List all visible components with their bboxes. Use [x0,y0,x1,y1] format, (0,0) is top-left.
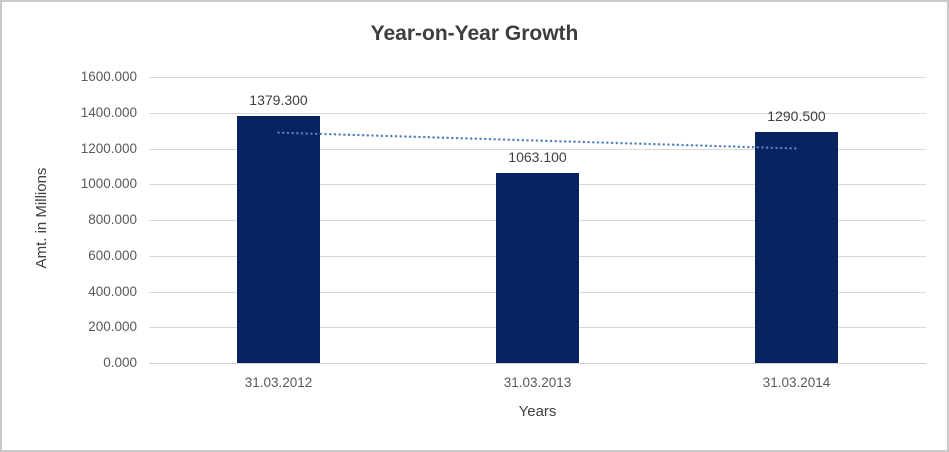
bar-value-label: 1379.300 [249,92,308,109]
gridline [149,113,926,114]
chart-title: Year-on-Year Growth [370,22,579,45]
bar-value-label: 1290.500 [767,108,826,125]
y-axis-tick-label: 1000.000 [80,176,137,191]
y-axis-tick-label: 1600.000 [80,69,137,84]
y-axis-tick-label: 1200.000 [80,141,137,156]
x-axis-tick-label: 31.03.2014 [762,375,831,390]
x-axis-tick-label: 31.03.2012 [244,375,313,390]
bar-value-label: 1063.100 [508,148,567,165]
x-axis-tick-label: 31.03.2013 [503,375,572,390]
y-axis-tick-label: 600.000 [88,248,137,263]
y-axis-tick-label: 1400.000 [80,105,137,120]
y-axis-tick-label: 200.000 [88,319,137,334]
y-axis-tick-label: 400.000 [88,284,137,299]
bar [237,116,320,363]
bar [496,172,579,363]
x-axis-title: Years [518,403,557,420]
gridline [149,77,926,78]
y-axis-tick-label: 0.000 [103,355,137,370]
bar [755,132,838,363]
y-axis-tick-label: 800.000 [88,212,137,227]
x-axis-line [149,363,926,364]
trendline [277,131,798,150]
